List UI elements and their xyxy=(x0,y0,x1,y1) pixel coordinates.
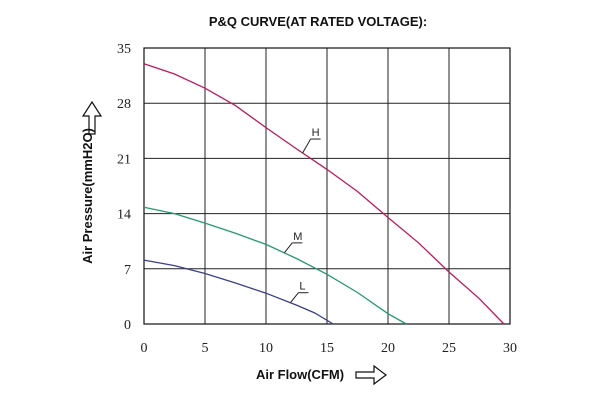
x-axis-arrow-icon xyxy=(355,364,387,386)
x-tick-label: 10 xyxy=(259,341,273,356)
x-tick-label: 15 xyxy=(320,341,334,356)
y-tick-label: 21 xyxy=(117,152,131,167)
y-axis-label: Air Pressure(mmH2O) xyxy=(80,128,95,264)
x-tick-label: 0 xyxy=(141,341,148,356)
series-label-h: H xyxy=(312,127,320,139)
plot-frame xyxy=(143,47,511,325)
x-axis-label: Air Flow(CFM) xyxy=(256,367,344,382)
series-line-l xyxy=(143,259,334,325)
y-tick-labels: 0 7 14 21 28 35 xyxy=(117,42,131,333)
y-axis-arrow-icon xyxy=(81,100,103,135)
leader-line-m xyxy=(283,242,293,254)
chart-title: P&Q CURVE(AT RATED VOLTAGE): xyxy=(209,14,427,29)
y-tick-label: 7 xyxy=(124,263,131,278)
leader-line-h xyxy=(302,138,312,154)
x-tick-label: 25 xyxy=(442,341,456,356)
y-tick-label: 0 xyxy=(124,318,131,333)
curve-labels: H M L xyxy=(283,127,321,304)
y-tick-label: 28 xyxy=(117,97,131,112)
series-label-l: L xyxy=(299,281,305,293)
x-tick-label: 20 xyxy=(381,341,395,356)
y-tick-label: 35 xyxy=(117,42,131,57)
x-tick-label: 5 xyxy=(202,341,209,356)
x-tick-labels: 0 5 10 15 20 25 30 xyxy=(141,341,518,356)
grid-vertical xyxy=(143,48,511,324)
series-label-m: M xyxy=(293,231,302,243)
x-tick-label: 30 xyxy=(503,341,517,356)
y-tick-label: 14 xyxy=(117,208,131,223)
leader-line-l xyxy=(290,292,299,304)
series-line-m xyxy=(143,206,407,325)
series-line-h xyxy=(143,63,505,325)
curves xyxy=(143,63,505,325)
